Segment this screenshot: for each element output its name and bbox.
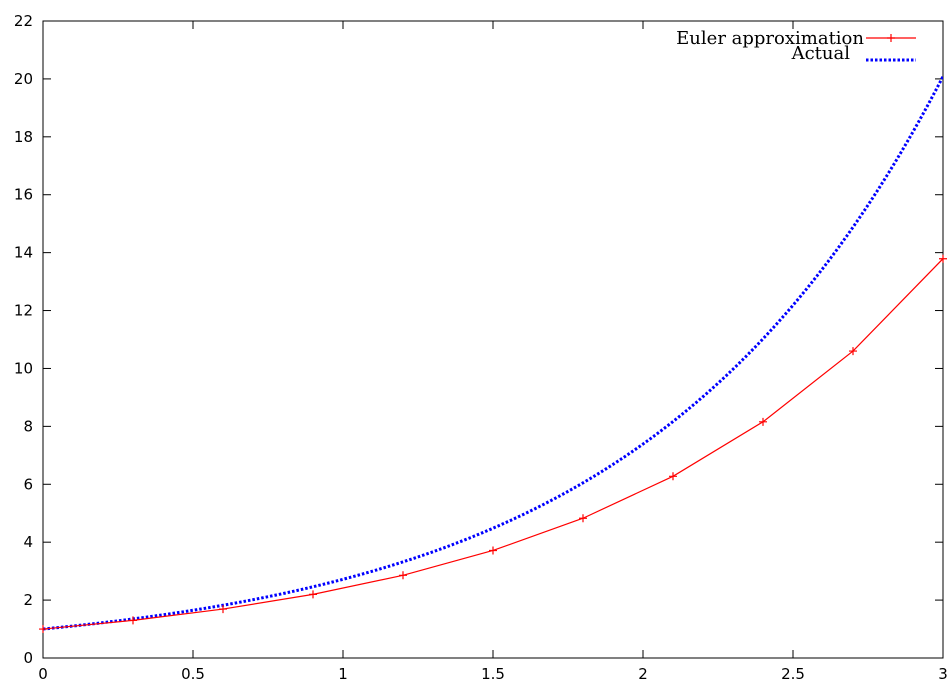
x-tick-label: 2.5 [781, 665, 805, 683]
euler-point-marker [39, 625, 47, 634]
y-tick-label: 20 [14, 70, 33, 88]
series-line-actual [43, 75, 943, 631]
x-tick-label: 1.5 [481, 665, 505, 683]
x-tick-label: 3 [938, 665, 948, 683]
euler-point-marker [849, 347, 857, 356]
y-tick-label: 22 [14, 12, 33, 30]
legend-label-actual: Actual [791, 43, 851, 64]
series-layer [39, 75, 947, 634]
euler-point-marker [759, 417, 767, 426]
euler-point-marker [579, 514, 587, 523]
y-tick-label: 18 [14, 128, 33, 146]
euler-point-marker [669, 472, 677, 481]
euler-point-marker [939, 254, 947, 263]
euler-point-marker [399, 571, 407, 580]
x-tick-label: 0.5 [181, 665, 205, 683]
axis-ticks: 0 0.5 1 1.5 2 2.5 3 0 2 4 6 8 10 12 14 16 18 20 22 [14, 12, 948, 683]
x-tick-label: 2 [638, 665, 648, 683]
legend-marker-euler [887, 34, 895, 42]
y-tick-label: 4 [23, 533, 33, 551]
x-tick-label: 0 [38, 665, 48, 683]
euler-point-marker [309, 590, 317, 599]
euler-point-marker [219, 605, 227, 614]
euler-point-marker [489, 546, 497, 555]
y-tick-label: 16 [14, 186, 33, 204]
legend-label-euler: Euler approximation [676, 28, 864, 49]
x-tick-label: 1 [338, 665, 348, 683]
y-tick-label: 0 [23, 649, 33, 667]
plot-frame [42, 20, 944, 659]
y-tick-label: 12 [14, 302, 33, 320]
y-tick-label: 8 [23, 417, 33, 435]
y-tick-label: 10 [14, 359, 33, 377]
series-line-euler [43, 258, 943, 630]
y-tick-label: 6 [23, 475, 33, 493]
euler-point-marker [129, 616, 137, 625]
y-tick-label: 14 [14, 244, 33, 262]
y-tick-label: 2 [23, 591, 33, 609]
